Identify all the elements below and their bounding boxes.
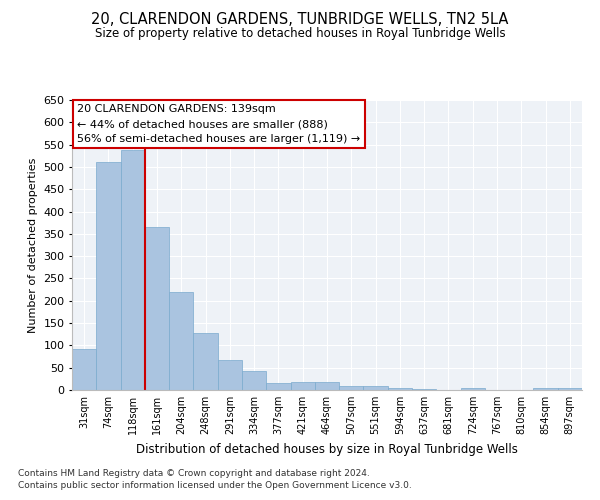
- Bar: [266, 384, 290, 390]
- Bar: [72, 348, 96, 390]
- Bar: [339, 386, 364, 390]
- Y-axis label: Number of detached properties: Number of detached properties: [28, 158, 38, 332]
- Text: 20, CLARENDON GARDENS, TUNBRIDGE WELLS, TN2 5LA: 20, CLARENDON GARDENS, TUNBRIDGE WELLS, …: [91, 12, 509, 28]
- Bar: [242, 372, 266, 390]
- Bar: [290, 382, 315, 390]
- Text: 20 CLARENDON GARDENS: 139sqm
← 44% of detached houses are smaller (888)
56% of s: 20 CLARENDON GARDENS: 139sqm ← 44% of de…: [77, 104, 361, 144]
- Text: Contains HM Land Registry data © Crown copyright and database right 2024.: Contains HM Land Registry data © Crown c…: [18, 468, 370, 477]
- Bar: [558, 388, 582, 390]
- X-axis label: Distribution of detached houses by size in Royal Tunbridge Wells: Distribution of detached houses by size …: [136, 442, 518, 456]
- Bar: [533, 388, 558, 390]
- Bar: [218, 360, 242, 390]
- Bar: [315, 382, 339, 390]
- Bar: [121, 150, 145, 390]
- Bar: [193, 334, 218, 390]
- Bar: [412, 388, 436, 390]
- Bar: [388, 388, 412, 390]
- Text: Contains public sector information licensed under the Open Government Licence v3: Contains public sector information licen…: [18, 481, 412, 490]
- Bar: [461, 388, 485, 390]
- Bar: [96, 162, 121, 390]
- Text: Size of property relative to detached houses in Royal Tunbridge Wells: Size of property relative to detached ho…: [95, 28, 505, 40]
- Bar: [364, 386, 388, 390]
- Bar: [169, 292, 193, 390]
- Bar: [145, 227, 169, 390]
